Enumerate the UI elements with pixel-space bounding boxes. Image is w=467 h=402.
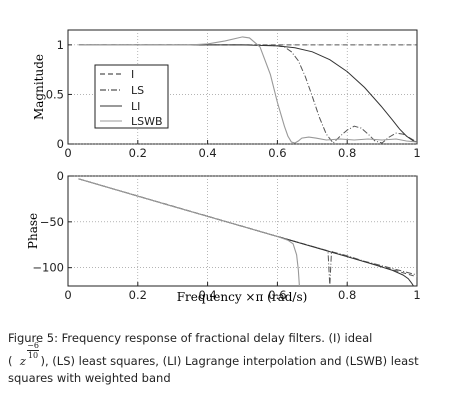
caption-line-2: ( z −6 10 ), (LS) least squares, (LI) Lagr… (8, 341, 419, 370)
y-tick-label: 1 (57, 38, 64, 52)
caption-exp-numerator: −6 (27, 341, 39, 351)
x-tick-label: 0.4 (198, 146, 216, 160)
caption-z-exponent: −6 10 (27, 341, 39, 360)
x-tick-label: 0.4 (198, 288, 216, 302)
caption-exp-denominator: 10 (27, 351, 39, 360)
y-tick-label: −100 (32, 261, 64, 275)
x-tick-label: 0.8 (338, 146, 356, 160)
phase-grid (68, 175, 417, 286)
phase-xlabel: Frequency ×π (rad/s) (177, 290, 308, 304)
x-tick-label: 0 (64, 288, 71, 302)
x-tick-label: 0.2 (129, 288, 147, 302)
x-tick-label: 0.6 (268, 288, 286, 302)
x-tick-label: 0.2 (129, 146, 147, 160)
caption-z-expression: z −6 10 (16, 341, 39, 368)
phase-panel: 0 0.2 0.4 0.6 0.8 1 0 −50 −100 Phase Frequency ×… (26, 169, 421, 304)
magnitude-series (78, 36, 418, 144)
figure: 0 0.2 0.4 0.6 0.8 1 0 0.5 1 Magnitude I LS LI LS… (26, 29, 421, 304)
caption-line-1: Figure 5: Frequency response of fraction… (8, 331, 373, 345)
x-tick-label: 0 (64, 146, 71, 160)
legend-label-li: LI (131, 100, 140, 113)
caption-paren-open: ( (8, 354, 13, 368)
caption-z-base: z (19, 354, 26, 368)
magnitude-ylabel: Magnitude (32, 54, 46, 120)
phase-ticks: 0 0.2 0.4 0.6 0.8 1 0 −50 −100 (32, 169, 420, 302)
series-line-lswb (78, 36, 418, 144)
phase-ylabel: Phase (26, 213, 40, 249)
x-tick-label: 1 (413, 146, 420, 160)
y-tick-label: 0.5 (46, 87, 64, 101)
magnitude-panel: 0 0.2 0.4 0.6 0.8 1 0 0.5 1 Magnitude I LS LI LS… (32, 29, 421, 160)
legend-box (94, 64, 169, 129)
series-line-lswb (78, 178, 300, 287)
caption-line-2-rest: ), (LS) least squares, (LI) Lagrange int… (36, 354, 419, 368)
phase-plot-frame (67, 175, 418, 287)
legend-label-lswb: LSWB (131, 115, 163, 128)
y-tick-label: −50 (40, 215, 64, 229)
legend-label-i: I (131, 68, 134, 81)
legend: I LS LI LSWB (94, 64, 169, 129)
legend-label-ls: LS (131, 84, 144, 97)
phase-series (78, 178, 418, 287)
magnitude-ticks: 0 0.2 0.4 0.6 0.8 1 0 0.5 1 (46, 38, 421, 160)
series-line-ls (78, 178, 418, 287)
y-tick-label: 0 (57, 137, 64, 151)
x-tick-label: 0.8 (338, 288, 356, 302)
x-tick-label: 0.6 (268, 146, 286, 160)
y-tick-label: 0 (57, 169, 64, 183)
x-tick-label: 1 (413, 288, 420, 302)
caption-line-3: squares with weighted band (8, 371, 171, 385)
series-line-li (78, 44, 418, 143)
